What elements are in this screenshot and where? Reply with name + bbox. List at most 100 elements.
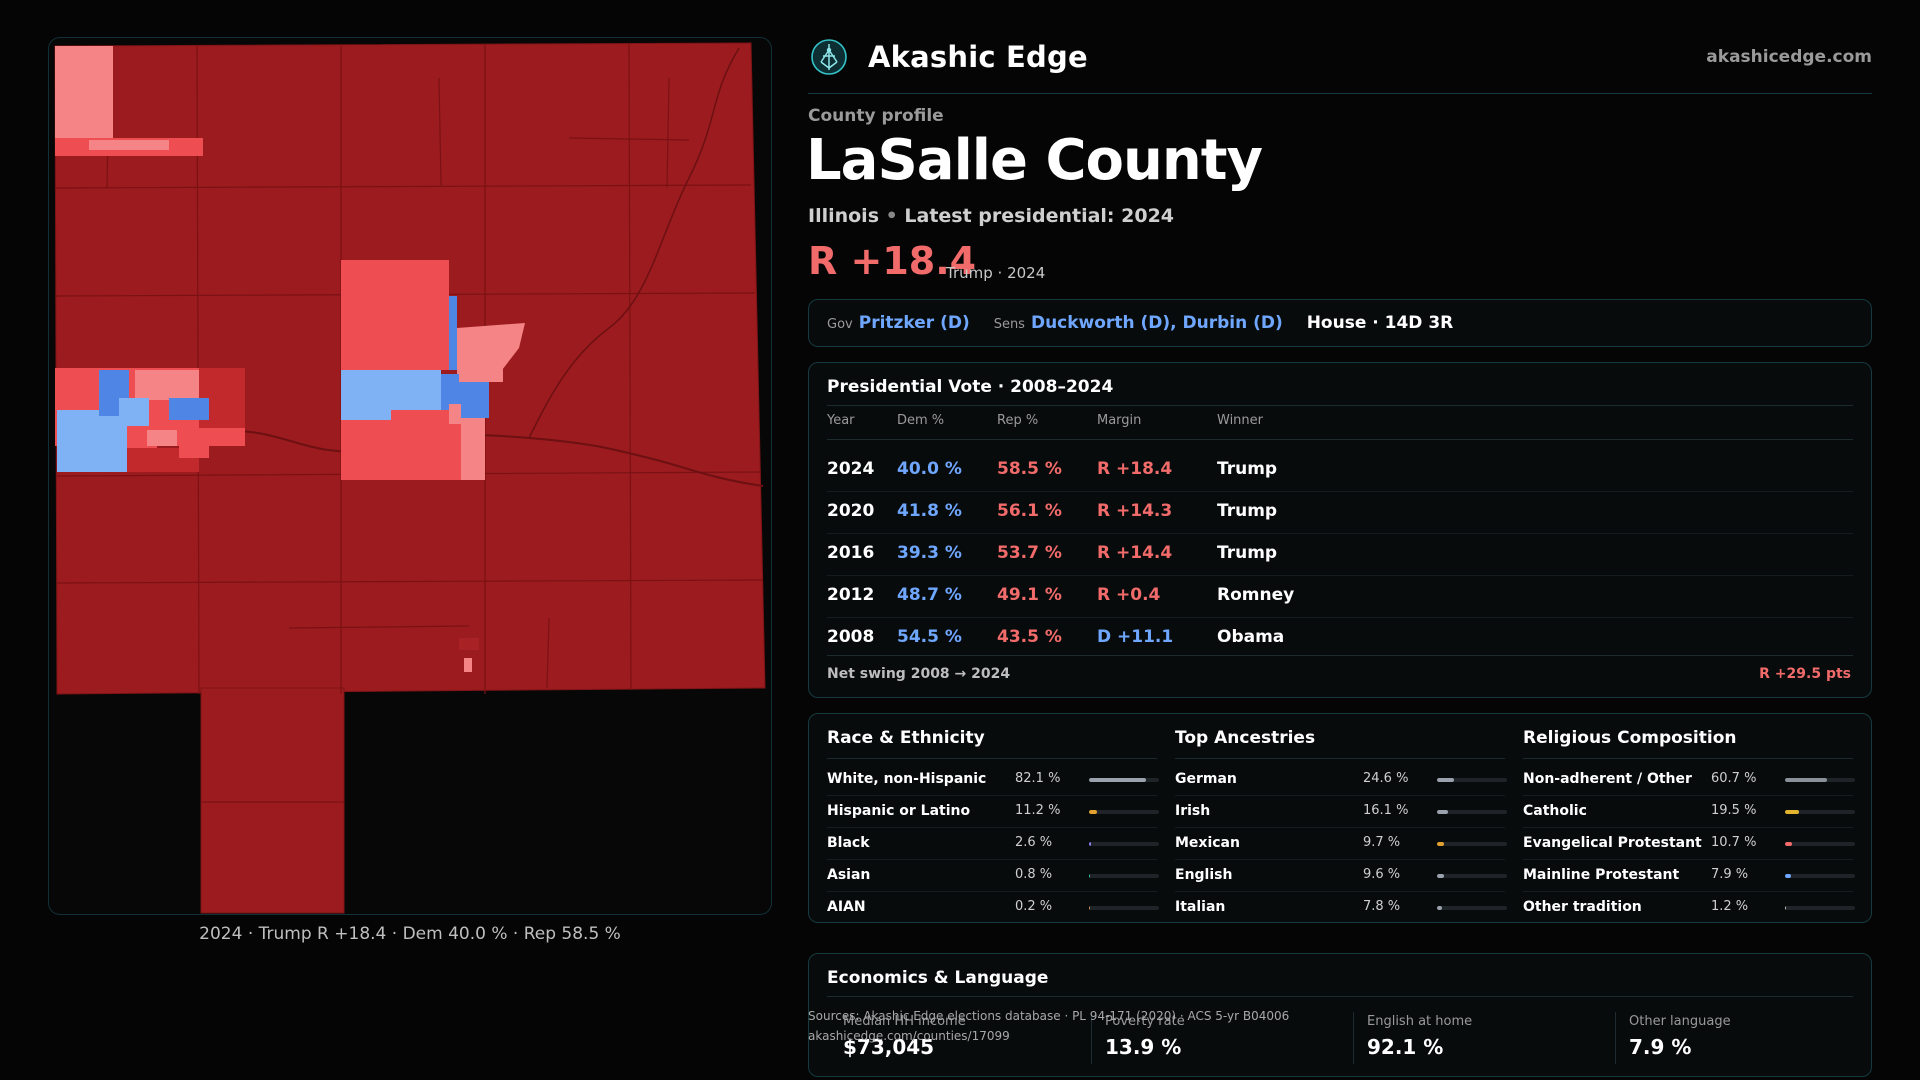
precinct-c-ne[interactable]	[457, 323, 525, 374]
precinct-c-north[interactable]	[341, 260, 449, 370]
demographics-card: Race & Ethnicity White, non-Hispanic 82.1…	[808, 713, 1872, 923]
house-delegation: House · 14D 3R	[1306, 313, 1454, 333]
precinct-nw-3[interactable]	[89, 140, 169, 150]
item-percent: 82.1 %	[1015, 771, 1061, 786]
ancestry-item: English 9.6 %	[1175, 862, 1507, 888]
item-bar	[1089, 842, 1159, 846]
net-swing-label: Net swing 2008 → 2024	[827, 666, 1011, 682]
precinct-nw-1[interactable]	[55, 46, 113, 146]
stat-english-home: English at home 92.1 %	[1367, 1014, 1472, 1059]
ancestry-item: Italian 7.8 %	[1175, 894, 1507, 920]
item-label: Catholic	[1523, 803, 1587, 819]
row-year: 2024	[827, 459, 875, 479]
ancestry-item: Mexican 9.7 %	[1175, 830, 1507, 856]
item-bar	[1089, 778, 1159, 782]
headline-margin: R +18.4	[808, 239, 977, 283]
row-dem-pct: 41.8 %	[897, 501, 962, 521]
item-bar-fill	[1089, 906, 1091, 910]
item-bar	[1089, 906, 1159, 910]
tree-of-life-icon[interactable]	[810, 38, 848, 76]
race-item: Hispanic or Latino 11.2 %	[827, 798, 1159, 824]
item-bar-fill	[1785, 906, 1787, 910]
item-percent: 1.2 %	[1711, 899, 1749, 914]
officials-card: Gov Pritzker (D) Sens Duckworth (D), Durbi…	[808, 299, 1872, 347]
divider	[1091, 1012, 1092, 1064]
item-bar	[1785, 810, 1855, 814]
item-label: Other tradition	[1523, 899, 1642, 915]
stat-label: English at home	[1367, 1014, 1473, 1029]
item-bar-fill	[1785, 810, 1799, 814]
sens-label: Sens	[993, 317, 1025, 332]
county-south-extension[interactable]	[200, 687, 345, 914]
divider	[827, 655, 1853, 656]
row-year: 2012	[827, 585, 875, 605]
row-divider	[827, 617, 1853, 618]
officials-row: Gov Pritzker (D) Sens Duckworth (D), Durbi…	[827, 313, 1453, 333]
row-winner: Romney	[1217, 585, 1295, 605]
row-divider	[827, 491, 1853, 492]
item-percent: 60.7 %	[1711, 771, 1757, 786]
profile-eyebrow: County profile	[808, 106, 944, 126]
religion-item: Catholic 19.5 %	[1523, 798, 1855, 824]
row-dem-pct: 39.3 %	[897, 543, 962, 563]
precinct-c-south[interactable]	[341, 420, 481, 480]
precinct-c-mid[interactable]	[391, 410, 451, 424]
item-percent: 7.9 %	[1711, 867, 1749, 882]
precinct-c-east[interactable]	[459, 362, 503, 382]
religion-column: Religious Composition Non-adherent / Oth…	[1523, 714, 1855, 922]
item-bar	[1437, 778, 1507, 782]
item-bar-fill	[1785, 874, 1791, 878]
item-bar	[1437, 906, 1507, 910]
item-label: Hispanic or Latino	[827, 803, 971, 819]
precinct-w-light-r-1[interactable]	[135, 370, 199, 400]
precinct-c-mid-2[interactable]	[449, 404, 461, 424]
divider	[1615, 1012, 1616, 1064]
row-margin: D +11.1	[1097, 627, 1174, 647]
divider	[1523, 758, 1853, 759]
precinct-w-light-r-2[interactable]	[147, 430, 177, 446]
col-header-winner: Winner	[1217, 413, 1264, 428]
race-title: Race & Ethnicity	[827, 728, 985, 748]
item-bar-fill	[1785, 778, 1828, 782]
row-divider	[827, 533, 1853, 534]
precinct-c-nw[interactable]	[449, 296, 457, 370]
precinct-s-spot-2[interactable]	[459, 638, 479, 650]
sources-line: Sources: Akashic Edge elections database…	[808, 1009, 1290, 1023]
app-header: Akashic Edge akashicedge.com	[808, 34, 1872, 94]
separator-dot: •	[885, 205, 905, 227]
senators[interactable]: Duckworth (D), Durbin (D)	[1030, 313, 1283, 333]
ancestry-item: German 24.6 %	[1175, 766, 1507, 792]
precinct-map-svg[interactable]	[49, 38, 772, 915]
row-rep-pct: 58.5 %	[997, 459, 1062, 479]
ancestry-item: Irish 16.1 %	[1175, 798, 1507, 824]
county-url[interactable]: akashicedge.com/counties/17099	[808, 1029, 1010, 1043]
item-bar-fill	[1089, 842, 1091, 846]
row-rep-pct: 49.1 %	[997, 585, 1062, 605]
brand-name[interactable]: Akashic Edge	[868, 40, 1088, 74]
row-dem-pct: 48.7 %	[897, 585, 962, 605]
item-percent: 7.8 %	[1363, 899, 1401, 914]
precinct-w-d-2[interactable]	[119, 398, 149, 426]
item-label: Irish	[1175, 803, 1211, 819]
item-label: German	[1175, 771, 1237, 787]
stat-value: 13.9 %	[1105, 1035, 1182, 1059]
item-percent: 11.2 %	[1015, 803, 1061, 818]
item-percent: 24.6 %	[1363, 771, 1409, 786]
precinct-w-light-d[interactable]	[57, 410, 127, 472]
ancestry-title: Top Ancestries	[1175, 728, 1316, 748]
precinct-s-spot[interactable]	[464, 658, 472, 672]
county-map[interactable]	[48, 37, 772, 915]
precinct-w-d-3[interactable]	[169, 398, 209, 420]
latest-election: Latest presidential: 2024	[904, 205, 1175, 227]
precinct-w-r-3[interactable]	[179, 438, 209, 458]
row-dem-pct: 54.5 %	[897, 627, 962, 647]
governor[interactable]: Pritzker (D)	[858, 313, 970, 333]
row-margin: R +14.3	[1097, 501, 1173, 521]
item-bar-fill	[1437, 906, 1443, 910]
stat-value: 7.9 %	[1629, 1035, 1692, 1059]
item-bar	[1785, 874, 1855, 878]
site-link[interactable]: akashicedge.com	[1706, 47, 1872, 67]
religion-title: Religious Composition	[1523, 728, 1737, 748]
item-bar-fill	[1437, 810, 1449, 814]
precinct-c-se[interactable]	[461, 418, 485, 480]
